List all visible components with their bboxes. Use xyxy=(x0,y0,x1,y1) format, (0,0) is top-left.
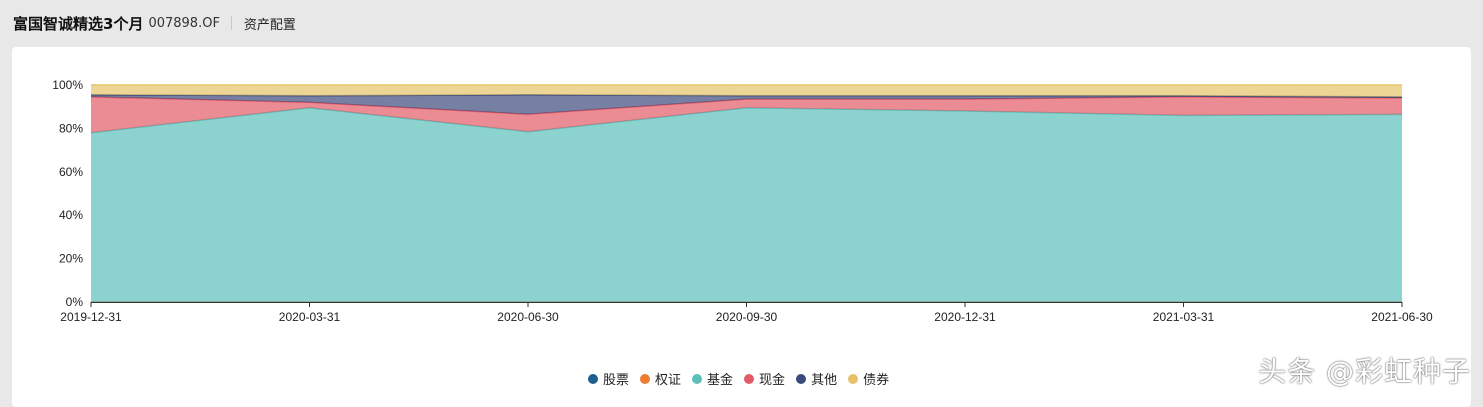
watermark: 头条 @彩虹种子 xyxy=(1258,355,1471,388)
axis-layer: 0% 20% 40% 60% 80% 100% 2019-12-31 2020-03-31 20… xyxy=(52,78,1433,324)
series-area-2[interactable] xyxy=(91,107,1402,302)
series-area-5[interactable] xyxy=(91,85,1402,97)
legend-dot-icon xyxy=(848,373,859,384)
y-tick-label: 40% xyxy=(59,208,83,222)
legend-item-3[interactable]: 现金 xyxy=(744,369,785,388)
legend-label: 股票 xyxy=(603,373,630,388)
y-tick-label: 80% xyxy=(59,121,83,135)
tab-asset-allocation[interactable]: 资产配置 xyxy=(243,17,296,33)
series-area-4[interactable] xyxy=(91,94,1402,115)
x-tick-label: 2020-03-31 xyxy=(279,310,341,324)
legend-dot-icon xyxy=(692,373,703,384)
legend-item-0[interactable]: 股票 xyxy=(588,369,629,388)
header: 富国智诚精选3个月 007898.OF 资产配置 xyxy=(13,0,296,46)
x-tick-label: 2020-09-30 xyxy=(716,310,778,324)
legend-dot-icon xyxy=(744,373,755,384)
x-tick-label: 2021-06-30 xyxy=(1371,310,1433,324)
x-tick-label: 2019-12-31 xyxy=(60,310,122,324)
legend-dot-icon xyxy=(640,373,651,384)
legend-label: 基金 xyxy=(707,373,734,388)
legend-item-5[interactable]: 债券 xyxy=(848,369,889,388)
legend-item-4[interactable]: 其他 xyxy=(796,369,837,388)
series-area-3[interactable] xyxy=(91,96,1402,133)
chart-legend: 股票 权证 基金 现金 其他 债券 xyxy=(588,369,900,388)
legend-label: 现金 xyxy=(759,373,786,388)
fund-name: 富国智诚精选3个月 xyxy=(13,14,144,33)
y-tick-label: 0% xyxy=(66,295,84,309)
fund-code: 007898.OF xyxy=(148,15,220,31)
legend-item-1[interactable]: 权证 xyxy=(640,369,681,388)
area-layer xyxy=(90,84,1403,303)
x-tick-label: 2020-12-31 xyxy=(934,310,996,324)
y-tick-label: 60% xyxy=(59,165,83,179)
legend-dot-icon xyxy=(588,373,598,384)
legend-label: 债券 xyxy=(863,373,890,388)
y-tick-label: 100% xyxy=(52,78,83,92)
legend-label: 权证 xyxy=(655,373,682,388)
x-tick-label: 2020-06-30 xyxy=(497,310,559,324)
x-tick-label: 2021-03-31 xyxy=(1153,310,1215,324)
legend-dot-icon xyxy=(796,373,807,384)
legend-item-2[interactable]: 基金 xyxy=(692,369,733,388)
y-tick-label: 20% xyxy=(59,252,83,266)
legend-label: 其他 xyxy=(811,373,838,388)
header-divider xyxy=(230,16,232,30)
